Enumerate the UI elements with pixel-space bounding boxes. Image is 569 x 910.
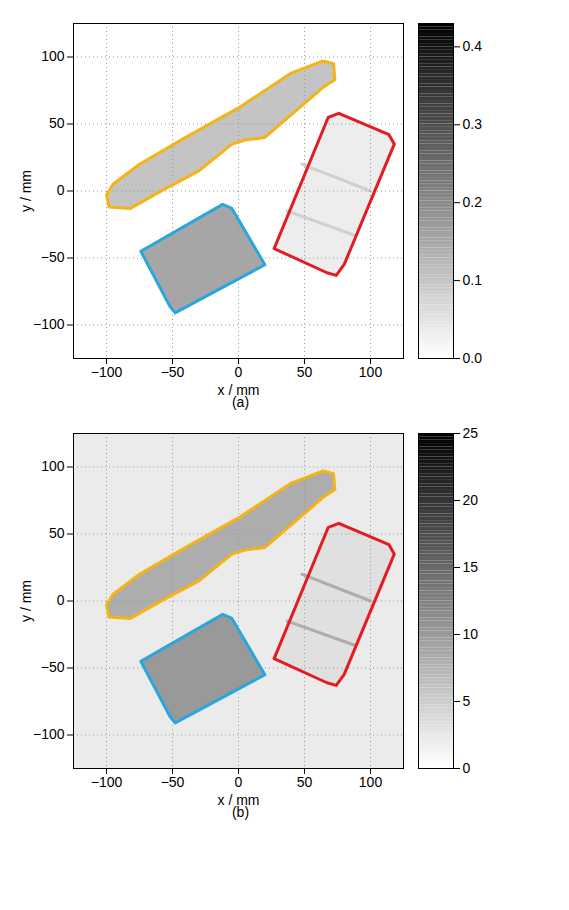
svg-text:0: 0 xyxy=(57,592,65,608)
svg-text:100: 100 xyxy=(41,458,65,474)
svg-text:15: 15 xyxy=(463,559,479,575)
svg-text:x / mm: x / mm xyxy=(217,791,260,808)
svg-text:20: 20 xyxy=(463,492,479,508)
html-text:(b): (b) xyxy=(231,804,250,820)
svg-text:50: 50 xyxy=(49,525,65,541)
svg-text:0.1: 0.1 xyxy=(463,272,483,288)
svg-text:0.2: 0.2 xyxy=(463,194,483,210)
svg-text:100: 100 xyxy=(359,364,383,380)
svg-text:0.4: 0.4 xyxy=(463,38,483,54)
svg-text:−100: −100 xyxy=(91,774,123,790)
svg-text:10: 10 xyxy=(463,626,479,642)
svg-text:0.3: 0.3 xyxy=(463,116,483,132)
svg-text:−100: −100 xyxy=(33,316,65,332)
svg-text:0: 0 xyxy=(235,364,243,380)
svg-text:y / mm: y / mm xyxy=(18,170,34,212)
svg-text:100: 100 xyxy=(359,774,383,790)
svg-text:x / mm: x / mm xyxy=(217,381,260,398)
svg-text:−50: −50 xyxy=(41,249,65,265)
svg-text:0.0: 0.0 xyxy=(463,350,483,366)
svg-text:0: 0 xyxy=(463,760,471,776)
svg-text:50: 50 xyxy=(297,364,313,380)
html-text:(a): (a) xyxy=(231,394,250,410)
svg-text:−100: −100 xyxy=(91,364,123,380)
svg-text:−50: −50 xyxy=(161,774,185,790)
svg-text:50: 50 xyxy=(297,774,313,790)
svg-text:y / mm: y / mm xyxy=(18,580,34,622)
svg-text:−100: −100 xyxy=(33,726,65,742)
svg-text:−50: −50 xyxy=(161,364,185,380)
svg-text:0: 0 xyxy=(57,182,65,198)
svg-text:25: 25 xyxy=(463,425,479,441)
svg-text:50: 50 xyxy=(49,115,65,131)
svg-text:0: 0 xyxy=(235,774,243,790)
svg-text:5: 5 xyxy=(463,693,471,709)
svg-text:−50: −50 xyxy=(41,659,65,675)
svg-text:100: 100 xyxy=(41,48,65,64)
